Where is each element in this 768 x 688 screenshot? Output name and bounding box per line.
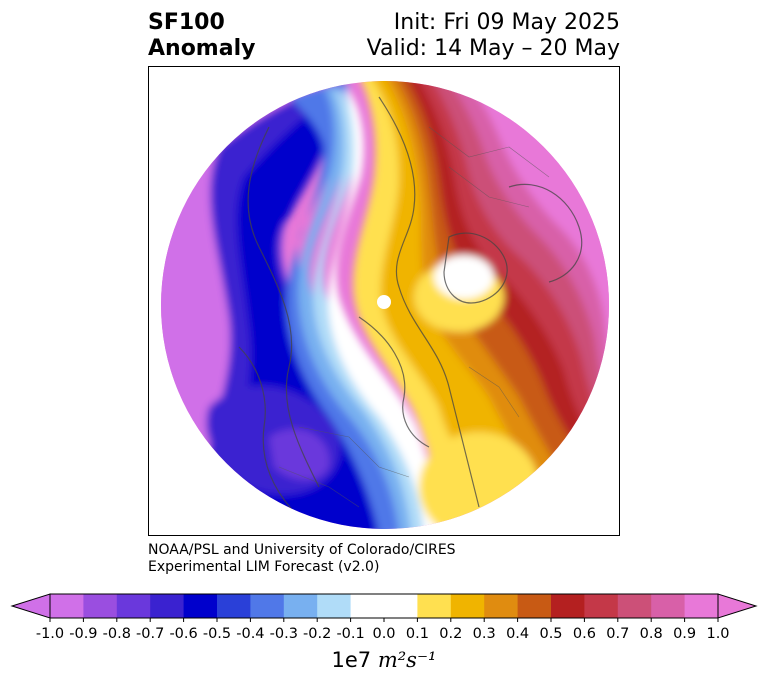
colorbar-segment [417,594,452,618]
colorbar-segment [83,594,118,618]
colorbar-tick-label: 0.3 [472,626,496,642]
anomaly-map [161,81,609,529]
colorbar-tick-label: 0.7 [606,626,630,642]
credit-line-1: NOAA/PSL and University of Colorado/CIRE… [148,542,456,558]
init-date: Init: Fri 09 May 2025 [393,10,620,35]
colorbar-tick-label: 0.8 [639,626,663,642]
colorbar-tick-label: 0.1 [405,626,429,642]
coastlines [238,96,583,518]
colorbar-tick-label: 0.2 [439,626,463,642]
colorbar-under-arrow [10,593,51,619]
colorbar-tick-label: -0.3 [269,626,298,642]
map-panel [148,66,620,536]
colorbar-segment [684,594,719,618]
colorbar-tick-label: 0.6 [572,626,596,642]
colorbar-tick-label: 0.9 [673,626,697,642]
colorbar-over-arrow [717,593,758,619]
colorbar-segment [484,594,519,618]
colorbar-segment [283,594,318,618]
colorbar-tick-label: 0.5 [539,626,563,642]
valid-range: Valid: 14 May – 20 May [366,36,620,61]
colorbar-segment [651,594,686,618]
colorbar-tick-label: -0.2 [303,626,332,642]
colorbar-tick-label: -0.8 [102,626,131,642]
colorbar-segment [116,594,151,618]
colorbar-segment [517,594,552,618]
colorbar-segment [250,594,285,618]
colorbar-segment [450,594,485,618]
units-prefix: 1e7 [331,648,378,672]
colorbar-units: 1e7 m²s⁻¹ [0,648,768,672]
colorbar-tick-label: -0.5 [202,626,232,642]
variable-name: SF100 [148,10,225,35]
colorbar-tick-label: -0.6 [169,626,198,642]
colorbar-segment [217,594,251,618]
title-left: SF100 Anomaly [148,10,255,62]
colorbar-tick-label: 0.0 [372,626,396,642]
colorbar-tick-label: -0.4 [236,626,265,642]
colorbar-tick-label: -0.9 [69,626,98,642]
colorbar-segment [617,594,652,618]
colorbar-tick-label: -0.1 [336,626,365,642]
credit-line-2: Experimental LIM Forecast (v2.0) [148,559,380,575]
colorbar-segment [50,594,84,618]
colorbar-tick-label: -1.0 [35,626,65,642]
colorbar-tick-label: -0.7 [136,626,165,642]
title-right: Init: Fri 09 May 2025 Valid: 14 May – 20… [367,10,620,62]
colorbar-segment [350,594,385,618]
field-kind: Anomaly [148,36,256,61]
colorbar-segment [183,594,218,618]
units-math: m²s⁻¹ [377,648,437,672]
colorbar-segment [317,594,352,618]
colorbar-tick-label: 0.4 [506,626,530,642]
colorbar-segment [551,594,585,618]
credit-block: NOAA/PSL and University of Colorado/CIRE… [148,542,456,576]
colorbar-segment [584,594,619,618]
colorbar-segment [150,594,185,618]
colorbar-segment [384,594,418,618]
contour-field [161,81,609,529]
colorbar [10,593,758,622]
colorbar-tick-label: 1.0 [706,626,730,642]
